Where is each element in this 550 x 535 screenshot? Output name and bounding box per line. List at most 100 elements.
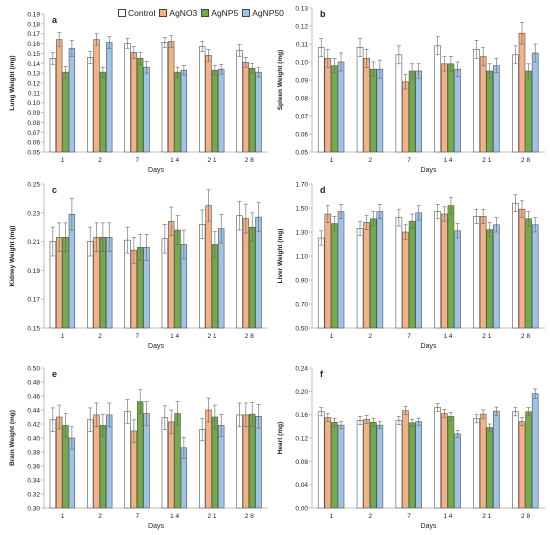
x-tick-label: 7 [136,333,140,340]
bar-control-4 [199,429,206,509]
bar-agnp50-0 [68,213,76,329]
y-tick-label: 0.16 [295,412,308,419]
bar-control-5 [512,411,519,509]
y-tick-label: 0.00 [295,506,308,513]
bar-agnp50-1 [376,68,384,153]
y-tick-label: 0.90 [295,278,308,285]
y-tick-label: 0.50 [27,366,40,373]
y-tick-label: 0.07 [27,130,40,137]
bar-agnp5-0 [331,223,338,329]
bar-agno3-5 [518,32,526,153]
y-tick-label: 0.40 [27,436,40,443]
bar-agnp50-1 [376,211,384,329]
bar-control-4 [199,46,206,153]
bar-agnp5-0 [62,425,69,509]
legend-item-agnp50: AgNP50 [242,8,284,18]
bar-agnp5-3 [447,205,455,329]
bar-agno3-1 [363,419,370,509]
bar-agno3-1 [363,222,370,329]
y-tick-label: 0.14 [27,61,40,68]
bar-agnp50-2 [415,212,422,329]
bar-agnp50-0 [68,48,76,153]
bar-agno3-3 [168,421,175,509]
bar-control-2 [124,411,131,509]
bar-control-0 [49,419,57,509]
y-tick-label: 0.12 [27,81,40,88]
bar-agnp50-3 [454,433,461,509]
bar-agno3-3 [441,63,448,153]
y-tick-label: 0.48 [27,380,40,387]
legend-swatch-agnp50 [242,9,251,17]
bar-agno3-4 [205,409,212,509]
legend: Control AgNO3 AgNP5 AgNP50 [118,6,288,20]
y-tick-label: 0.38 [27,450,40,457]
bar-agnp50-3 [454,230,461,329]
bar-agnp50-0 [337,424,345,509]
y-tick-label: 0.10 [27,100,40,107]
bar-agno3-4 [205,55,212,153]
bar-agno3-3 [441,213,448,329]
y-tick-label: 1.10 [295,254,308,261]
bar-agnp50-3 [180,69,188,153]
y-tick-label: 0.44 [27,408,40,415]
bar-agno3-4 [479,413,487,509]
bar-agnp50-5 [255,71,262,153]
x-tick-label: 2 8 [245,513,254,520]
bar-agno3-2 [402,231,409,329]
bar-agnp5-5 [249,226,256,329]
bar-agnp5-4 [211,69,219,153]
bar-agnp5-3 [447,63,455,153]
bar-agnp5-5 [249,67,256,153]
x-tick-label: 2 [368,513,372,520]
x-tick-label: 2 [98,513,102,520]
bar-agnp5-1 [99,71,107,153]
bar-agnp5-0 [331,65,338,153]
y-tick-label: 0.06 [295,132,308,139]
x-tick-label: 1 [330,513,334,520]
bar-agnp50-5 [255,415,262,509]
bar-agno3-3 [168,221,175,329]
bar-agnp50-2 [415,70,422,153]
y-tick-label: 0.25 [27,182,40,189]
x-tick-label: 7 [407,157,411,164]
x-tick-label: 2 [368,157,372,164]
y-tick-label: 0.09 [295,78,308,85]
x-tick-label: 2 8 [245,333,254,340]
x-tick-label: 1 4 [170,333,179,340]
x-tick-label: 1 4 [443,513,452,520]
x-axis-label: Days [148,343,164,350]
bar-agno3-2 [130,430,138,509]
bar-agno3-5 [242,218,250,329]
bar-agno3-5 [242,414,250,509]
x-tick-label: 2 1 [482,157,491,164]
x-tick-label: 2 8 [521,333,530,340]
x-tick-label: 1 [61,513,65,520]
bar-agno3-4 [205,205,212,329]
bar-agnp50-4 [218,228,225,329]
bar-agnp5-0 [331,421,338,509]
x-tick-label: 1 4 [170,513,179,520]
legend-label-agnp5: AgNP5 [211,8,239,18]
legend-item-control: Control [118,8,155,18]
bar-agnp50-5 [531,393,539,509]
bar-control-1 [356,420,364,509]
bar-agnp50-4 [493,410,500,509]
bar-agnp50-2 [415,421,422,509]
x-tick-label: 2 [98,333,102,340]
y-tick-label: 0.05 [27,150,40,157]
x-tick-label: 1 4 [170,157,179,164]
panel-d: 0.50 0.70 0.90 1.10 1.30 1.50 1.70 d Liver Weigh… [277,182,545,350]
bar-agno3-2 [402,81,409,153]
bar-agnp50-3 [454,68,461,153]
bar-control-5 [512,54,519,153]
bar-agnp50-1 [376,424,384,509]
panel-a: 0.05 0.06 0.07 0.08 0.09 0.10 0.11 0.12 0.13 0.14… [9,12,268,174]
x-tick-label: 1 4 [443,157,452,164]
x-tick-label: 2 1 [482,333,491,340]
bar-control-3 [434,45,442,153]
y-axis-label: Heart (mg) [277,422,284,455]
bar-agnp50-5 [531,52,539,153]
bar-agno3-1 [93,39,100,153]
bar-agnp5-5 [525,70,532,153]
x-axis-label: Days [148,167,164,174]
